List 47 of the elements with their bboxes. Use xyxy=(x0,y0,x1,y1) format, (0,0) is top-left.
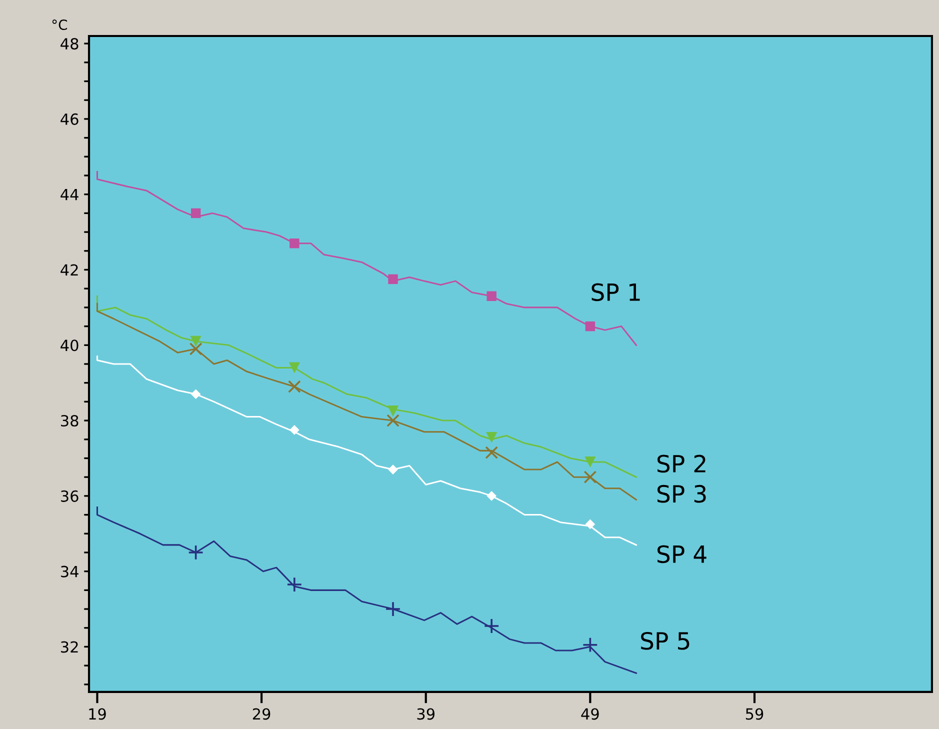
y-tick-label: 46 xyxy=(60,113,78,125)
point xyxy=(388,464,398,474)
x-tick-label: 39 xyxy=(417,708,435,720)
x-tick-label: 19 xyxy=(89,708,106,720)
point xyxy=(286,576,302,592)
point xyxy=(190,389,201,400)
y-tick-label: 48 xyxy=(60,38,78,50)
point xyxy=(584,470,597,484)
point xyxy=(388,274,398,284)
x-tick-label: 49 xyxy=(581,708,599,720)
point xyxy=(288,380,301,394)
series-label: SP 4 xyxy=(657,545,706,564)
y-tick-label: 32 xyxy=(61,641,78,653)
point xyxy=(486,491,496,501)
point xyxy=(584,456,596,468)
point xyxy=(190,208,201,218)
point xyxy=(188,544,204,560)
y-tick-label: 42 xyxy=(60,264,78,276)
series-label: SP 1 xyxy=(592,283,640,302)
point xyxy=(385,601,401,617)
series-label: SP 3 xyxy=(657,484,706,503)
point xyxy=(585,321,596,332)
point xyxy=(582,636,598,653)
y-tick-label: 36 xyxy=(61,490,78,502)
x-tick-label: 29 xyxy=(252,708,270,720)
y-tick-label: 38 xyxy=(61,415,78,427)
y-axis-title: °C xyxy=(52,20,67,30)
point xyxy=(290,425,300,435)
line-series xyxy=(96,356,637,546)
point xyxy=(386,414,400,427)
point xyxy=(189,342,202,356)
point xyxy=(486,291,496,301)
point xyxy=(585,519,596,530)
series-label: SP 2 xyxy=(657,454,706,473)
point xyxy=(190,336,202,347)
y-tick-label: 40 xyxy=(60,340,78,352)
point xyxy=(288,362,300,374)
point xyxy=(486,432,498,444)
y-tick-label: 44 xyxy=(60,189,78,200)
point xyxy=(484,618,500,634)
series-label: SP 5 xyxy=(641,632,690,650)
line-series xyxy=(96,506,637,674)
point xyxy=(485,446,498,460)
y-tick-label: 34 xyxy=(61,566,78,578)
point xyxy=(290,238,300,248)
x-tick-label: 59 xyxy=(746,708,764,720)
point xyxy=(387,406,399,417)
